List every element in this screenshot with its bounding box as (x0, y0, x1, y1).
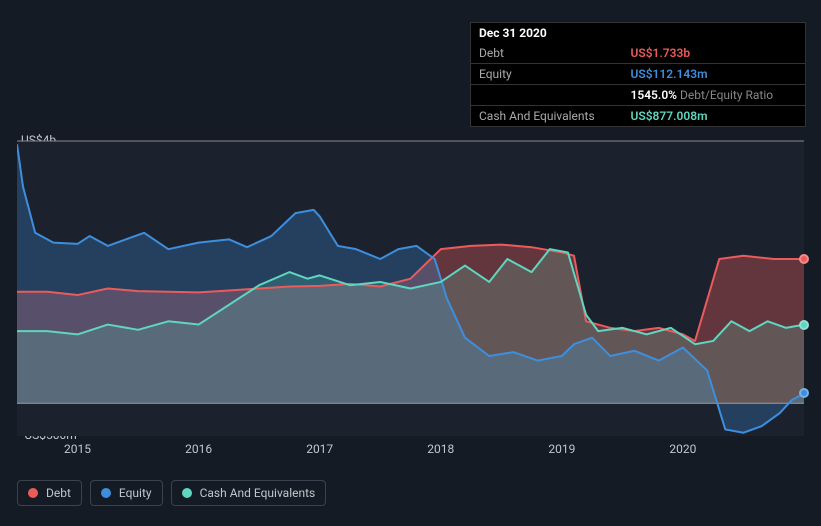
legend-swatch (101, 488, 111, 498)
legend-swatch (182, 488, 192, 498)
legend: Debt Equity Cash And Equivalents (17, 480, 326, 506)
legend-item[interactable]: Debt (17, 480, 82, 506)
legend-label: Equity (119, 486, 152, 500)
legend-item[interactable]: Equity (90, 480, 163, 506)
legend-swatch (28, 488, 38, 498)
legend-label: Debt (46, 486, 71, 500)
legend-item[interactable]: Cash And Equivalents (171, 480, 327, 506)
series-end-marker (799, 254, 809, 264)
chart-container: Dec 31 2020 DebtUS$1.733bEquityUS$112.14… (0, 0, 821, 526)
legend-label: Cash And Equivalents (200, 486, 316, 500)
series-end-marker (799, 388, 809, 398)
series-end-marker (799, 320, 809, 330)
